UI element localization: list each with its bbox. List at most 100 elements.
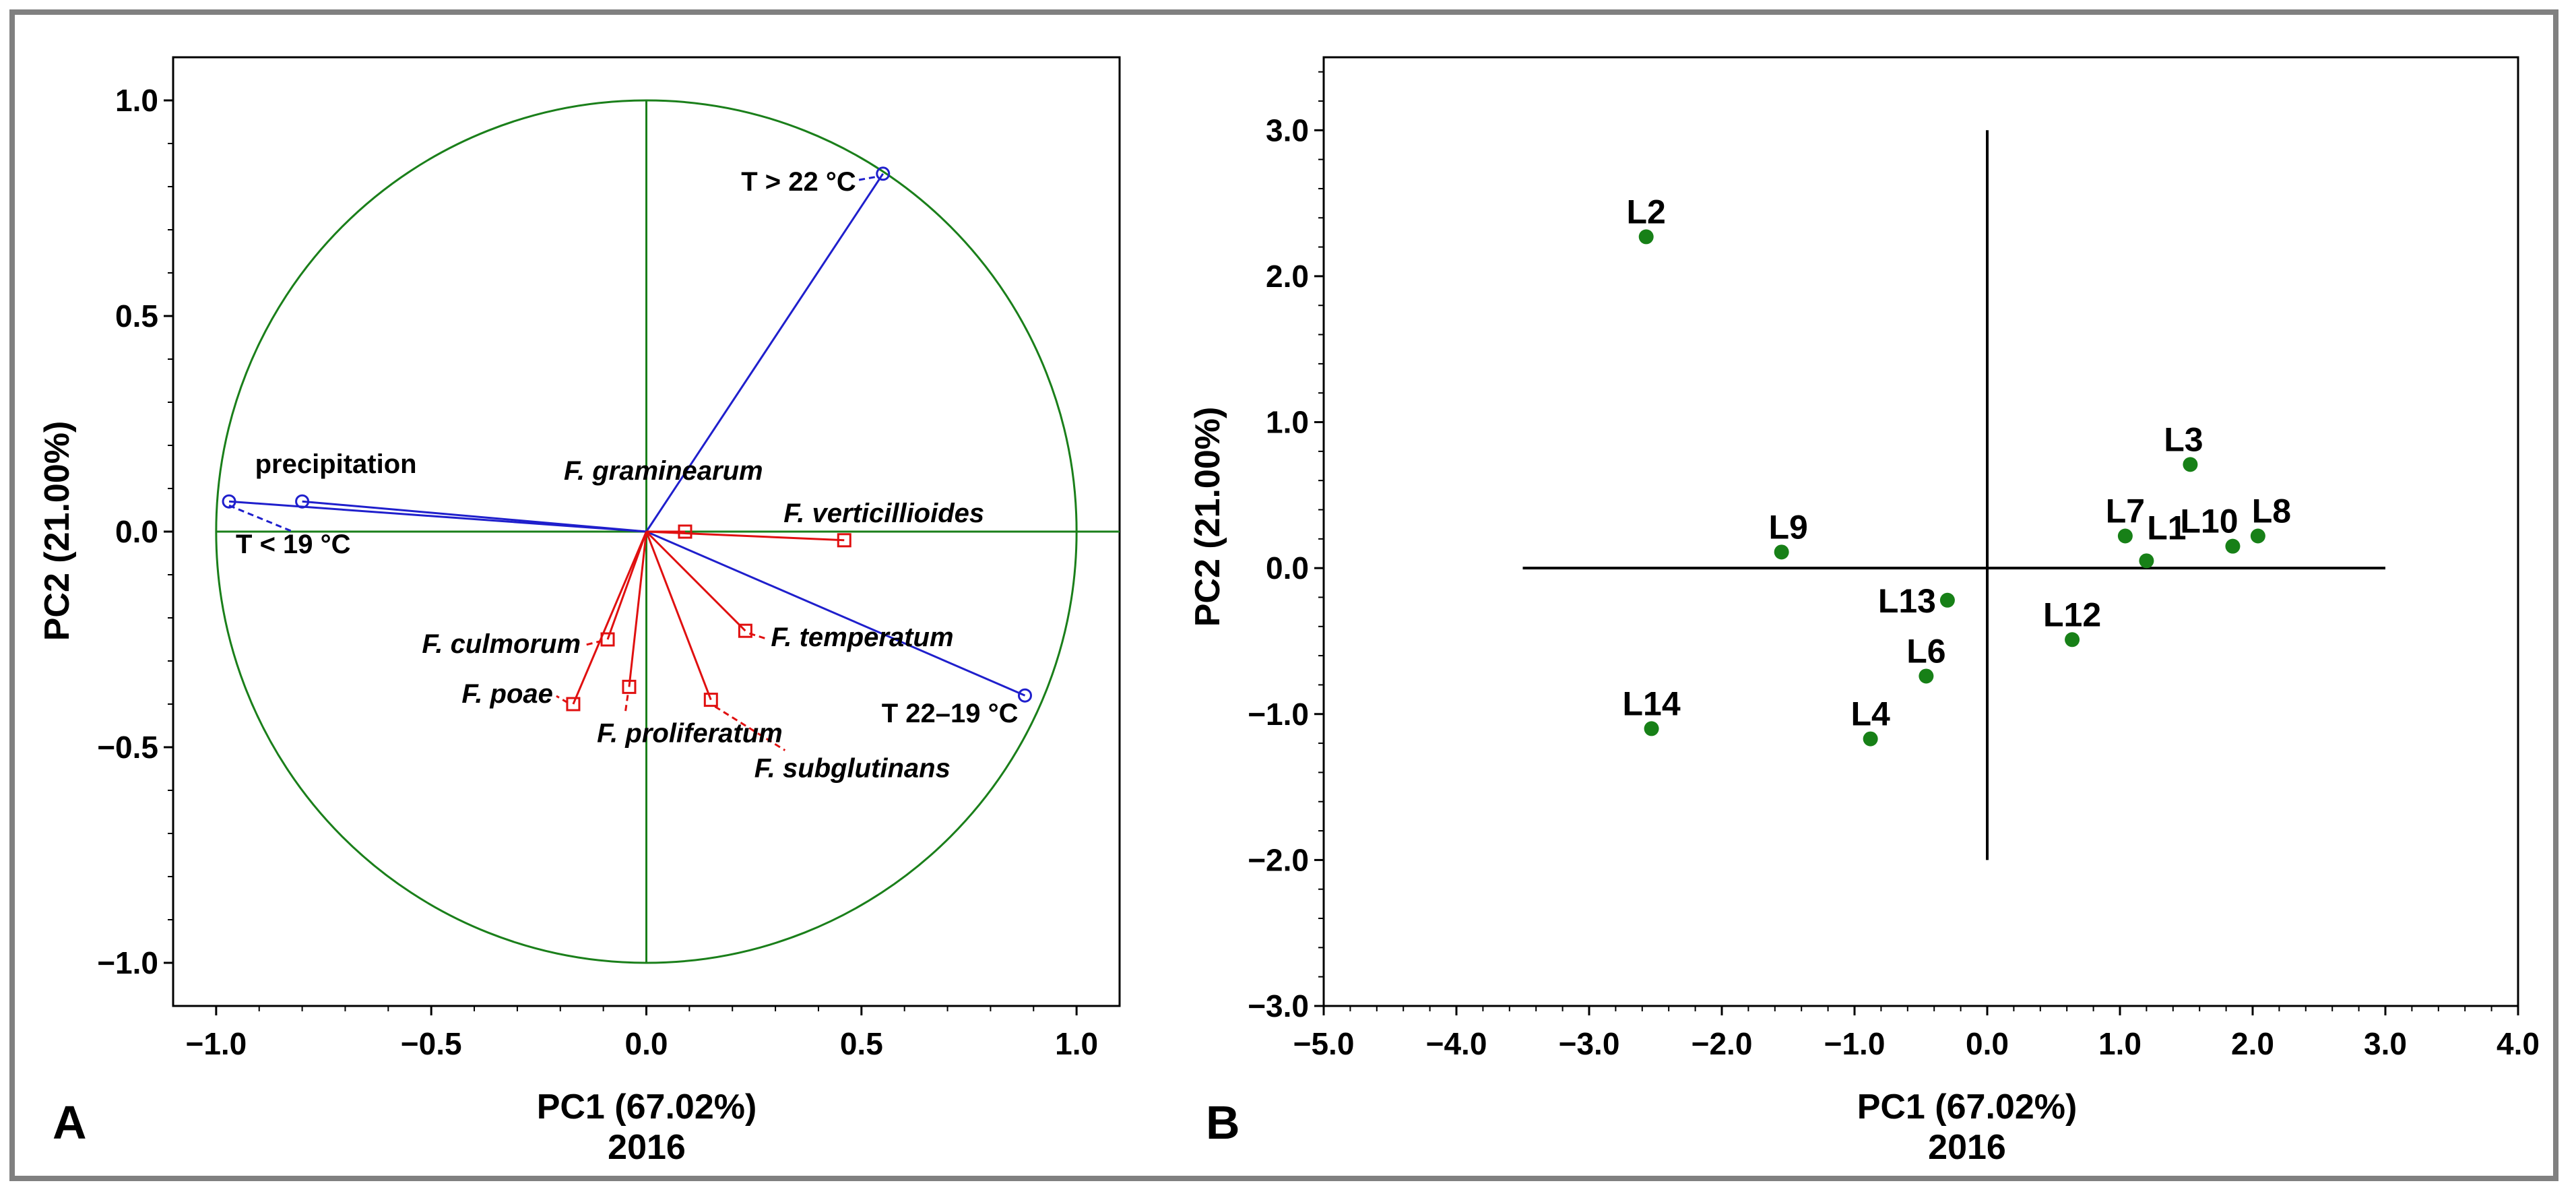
biplot-x-axis-label: PC1 (67.02%) [537,1087,757,1127]
vector-f-culmorum [606,531,647,640]
score-point-l3 [2183,457,2198,472]
score-point-l10 [2225,538,2241,554]
scores-y-tick-label: 3.0 [1266,113,1309,148]
score-label-l7: L7 [2106,492,2145,530]
score-point-l6 [1919,668,1934,684]
vector-label-f-graminearum: F. graminearum [564,456,763,486]
scores-x-tick-label: 2.0 [2231,1026,2274,1061]
vector-marker-f-graminearum [678,524,693,539]
biplot-y-tick-label: 0.5 [115,298,158,334]
vector-marker-f-proliferatum [622,679,637,694]
leader-line-t-22-c [856,176,876,182]
scores-x-ticks: −5.0 −4.0 −3.0 −2.0 −1.0 0.0 1.0 2.0 3.0 4.0 [1293,1006,2540,1061]
scores-y-tick-label: −2.0 [1248,842,1309,877]
vector-label-f-proliferatum: F. proliferatum [597,718,783,748]
scores-x-tick-label: −2.0 [1692,1026,1753,1061]
score-label-l9: L9 [1768,508,1807,546]
vector-label-precipitation: precipitation [255,449,417,479]
biplot-x-tick-label: −1.0 [185,1026,247,1061]
vector-marker-f-subglutinans [703,693,718,707]
score-point-l13 [1939,592,1955,608]
scores-x-axis-label: PC1 (67.02%) [1857,1087,2078,1127]
score-point-l8 [2250,528,2265,544]
vector-f-subglutinans [645,531,712,701]
biplot-y-ticks: −1.0 −0.5 0.0 0.5 1.0 [97,83,173,980]
biplot-y-axis-label: PC2 (21.00%) [38,421,77,641]
biplot-vector-labels: T > 22 °C precipitation T < 19 °C T 22–19 °… [236,167,1018,784]
scores-x-tick-label: 3.0 [2364,1026,2407,1061]
score-point-l14 [1644,721,1659,736]
score-point-l1 [2139,553,2154,569]
biplot-x-tick-label: 0.0 [625,1026,668,1061]
biplot-y-tick-label: 0.0 [115,514,158,549]
score-label-l14: L14 [1623,685,1681,722]
scores-origin-cross [1522,130,2385,860]
score-label-l6: L6 [1906,632,1945,670]
score-label-l13: L13 [1878,582,1936,620]
scores-y-axis-label: PC2 (21.00%) [1188,407,1227,627]
scores-x-axis-sublabel: 2016 [1928,1128,2006,1167]
score-label-l2: L2 [1627,193,1666,230]
biplot-y-tick-label: −1.0 [97,945,158,980]
scores-y-ticks: −3.0 −2.0 −1.0 0.0 1.0 2.0 3.0 [1248,71,1324,1023]
score-label-l10: L10 [2180,503,2238,540]
scores-y-tick-label: −3.0 [1248,988,1309,1023]
leader-line-f-temperatum [748,632,767,640]
vector-t-22-c [645,172,884,532]
vector-marker-f-poae [566,697,581,712]
biplot-x-tick-label: −0.5 [401,1026,462,1061]
score-point-l9 [1774,544,1789,560]
vector-label-t-22-19-c: T 22–19 °C [882,699,1019,728]
vector-f-verticillioides [646,530,845,542]
vector-label-f-subglutinans: F. subglutinans [754,754,951,784]
vector-marker-t-22-c [876,166,891,181]
score-point-l2 [1638,229,1654,245]
scores-x-tick-label: −5.0 [1293,1026,1355,1061]
biplot-x-axis-sublabel: 2016 [608,1128,686,1167]
vector-marker-f-temperatum [738,623,752,638]
vector-t-22-19-c [645,530,1026,697]
vector-label-f-verticillioides: F. verticillioides [783,499,984,528]
scores-y-tick-label: −1.0 [1248,697,1309,732]
scores-x-tick-label: −1.0 [1824,1026,1886,1061]
panel-b-label: B [1206,1096,1240,1149]
vector-t-19-c [228,500,647,533]
biplot-x-ticks: −1.0 −0.5 0.0 0.5 1.0 [185,1006,1098,1061]
scores-y-tick-label: 1.0 [1266,405,1309,440]
leader-line-f-poae [556,695,569,704]
vector-label-f-poae: F. poae [461,679,553,709]
score-label-l3: L3 [2164,420,2203,458]
score-label-l12: L12 [2043,596,2101,633]
scores-y-tick-label: 0.0 [1266,550,1309,586]
vector-label-f-culmorum: F. culmorum [422,629,581,659]
scores-x-tick-label: −3.0 [1559,1026,1620,1061]
vector-label-t-22-c: T > 22 °C [741,167,856,197]
scores-plot-area [1322,56,2519,1007]
vector-label-f-temperatum: F. temperatum [771,623,953,652]
biplot-x-tick-label: 0.5 [840,1026,883,1061]
leader-line-f-subglutinans [714,705,786,751]
scores-x-tick-label: −4.0 [1426,1026,1487,1061]
leader-line-t-19-c [228,504,294,533]
vector-f-temperatum [645,530,746,632]
figure-frame [9,9,2558,1181]
biplot-vectors [222,166,1032,751]
vector-marker-t-22-19-c [1018,688,1032,703]
vector-label-t-19-c: T < 19 °C [236,530,351,559]
score-point-l12 [2065,632,2080,648]
scores-points: L1 L2 L3 L4 L6 L7 L8 L9 L10 L12 L13 L14 [1623,193,2291,747]
vector-marker-f-verticillioides [837,533,851,548]
scores-x-tick-label: 0.0 [1966,1026,2009,1061]
vector-marker-t-19-c [222,494,236,509]
panel-a-label: A [53,1096,87,1149]
scores-panel: −5.0 −4.0 −3.0 −2.0 −1.0 0.0 1.0 2.0 3.0 4.0 −3.0… [1188,56,2540,1167]
scores-x-tick-label: 4.0 [2497,1026,2540,1061]
leader-line-f-proliferatum [624,695,629,714]
score-point-l7 [2117,528,2133,544]
vector-f-poae [572,531,647,705]
score-point-l4 [1863,731,1878,747]
scores-x-tick-label: 1.0 [2098,1026,2142,1061]
biplot-y-tick-label: −0.5 [97,730,158,765]
vector-f-proliferatum [628,531,647,687]
